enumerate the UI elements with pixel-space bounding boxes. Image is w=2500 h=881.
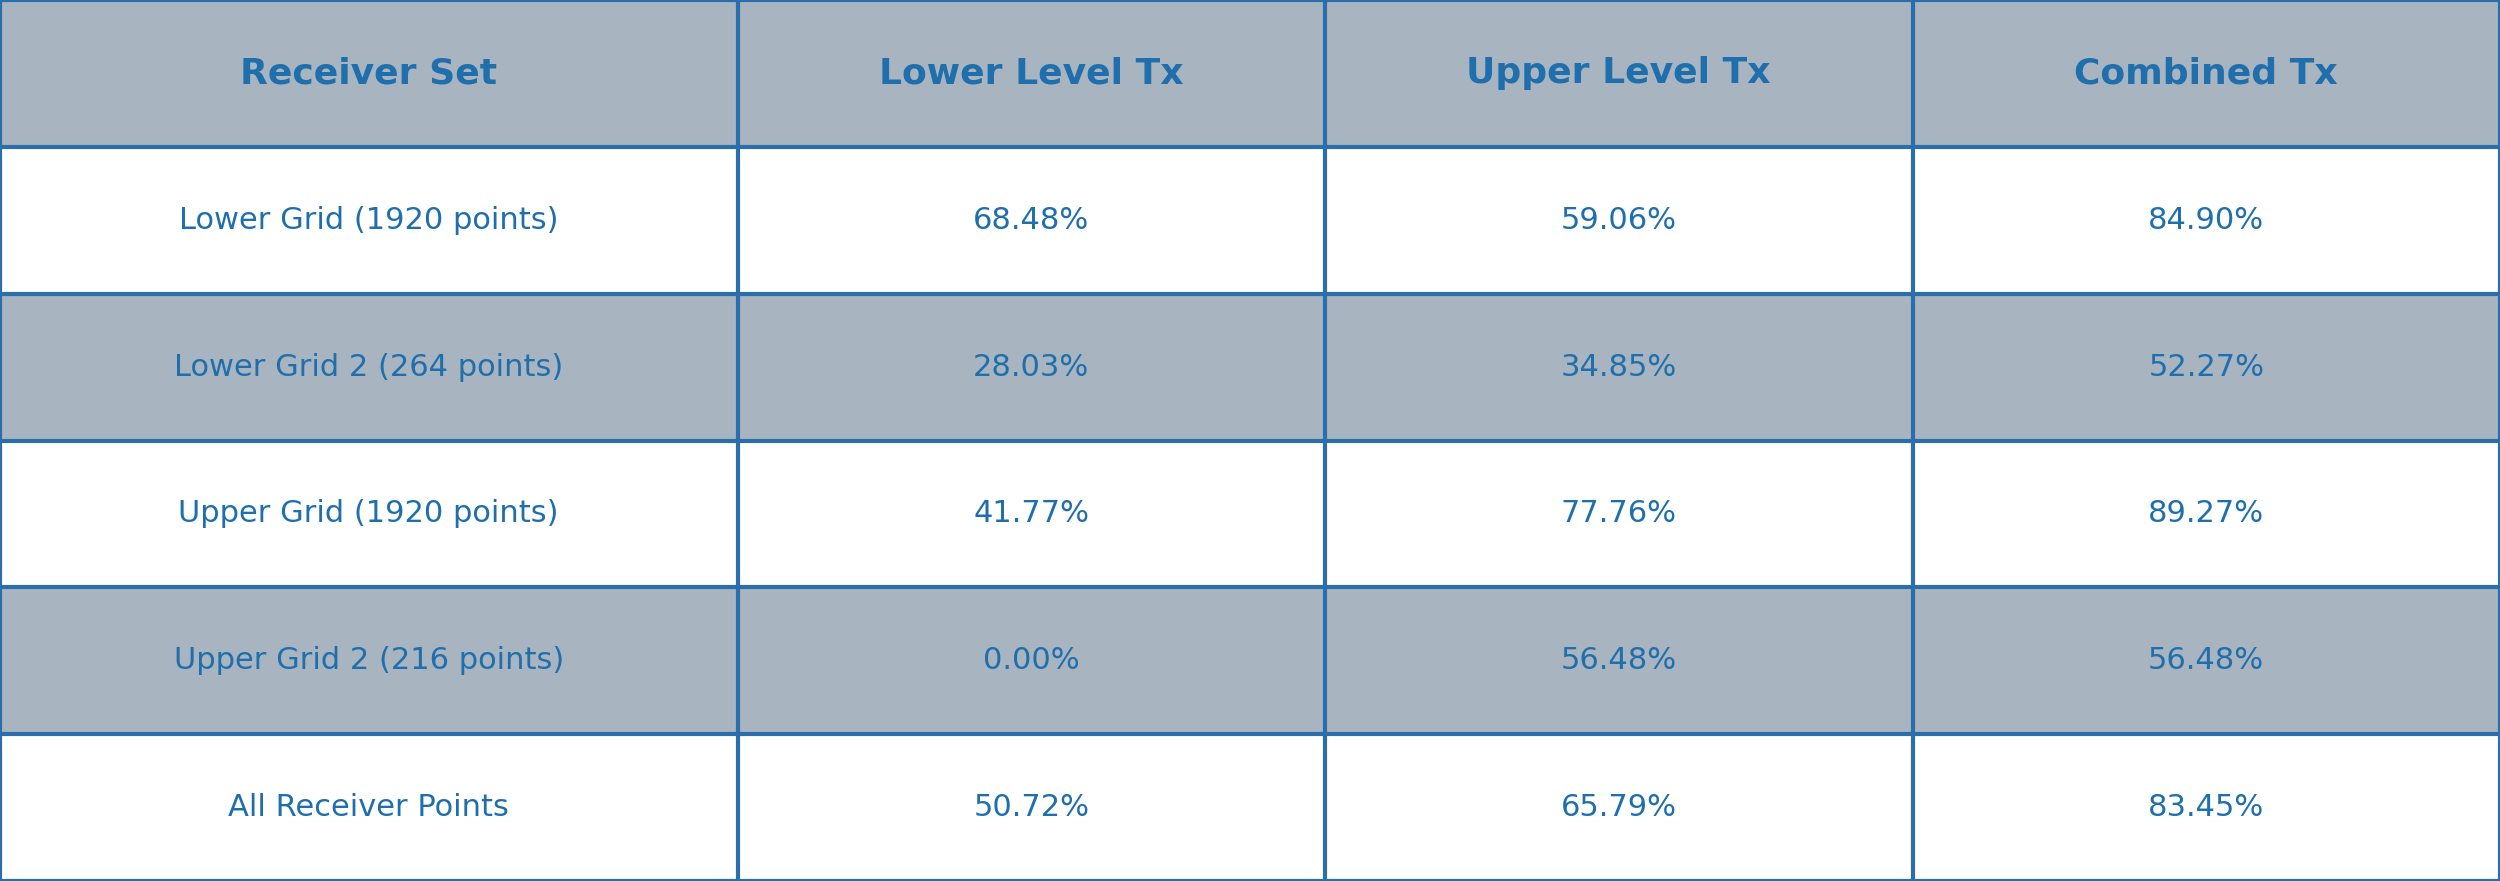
- Text: 41.77%: 41.77%: [972, 500, 1090, 529]
- Text: Lower Grid (1920 points): Lower Grid (1920 points): [180, 206, 558, 234]
- Text: 77.76%: 77.76%: [1560, 500, 1678, 529]
- Bar: [0, 734, 2500, 881]
- Text: Lower Level Tx: Lower Level Tx: [880, 56, 1182, 91]
- Text: 89.27%: 89.27%: [2148, 500, 2265, 529]
- Text: 83.45%: 83.45%: [2148, 793, 2265, 822]
- Bar: [0, 293, 2500, 440]
- Text: 84.90%: 84.90%: [2148, 206, 2265, 234]
- Bar: [0, 0, 2500, 147]
- Text: 34.85%: 34.85%: [1560, 352, 1678, 381]
- Text: 65.79%: 65.79%: [1560, 793, 1678, 822]
- Text: 56.48%: 56.48%: [2148, 647, 2265, 675]
- Bar: [0, 147, 2500, 293]
- Text: Upper Grid 2 (216 points): Upper Grid 2 (216 points): [173, 647, 565, 675]
- Text: 68.48%: 68.48%: [972, 206, 1090, 234]
- Bar: [0, 588, 2500, 734]
- Text: 59.06%: 59.06%: [1560, 206, 1678, 234]
- Text: Lower Grid 2 (264 points): Lower Grid 2 (264 points): [175, 352, 562, 381]
- Text: 52.27%: 52.27%: [2148, 352, 2265, 381]
- Text: All Receiver Points: All Receiver Points: [228, 793, 510, 822]
- Text: Receiver Set: Receiver Set: [240, 56, 498, 91]
- Text: 0.00%: 0.00%: [982, 647, 1080, 675]
- Text: Upper Grid (1920 points): Upper Grid (1920 points): [177, 500, 560, 529]
- Text: Combined Tx: Combined Tx: [2075, 56, 2338, 91]
- Bar: [0, 440, 2500, 588]
- Text: Upper Level Tx: Upper Level Tx: [1468, 56, 1770, 91]
- Text: 28.03%: 28.03%: [972, 352, 1090, 381]
- Text: 50.72%: 50.72%: [972, 793, 1090, 822]
- Text: 56.48%: 56.48%: [1560, 647, 1678, 675]
